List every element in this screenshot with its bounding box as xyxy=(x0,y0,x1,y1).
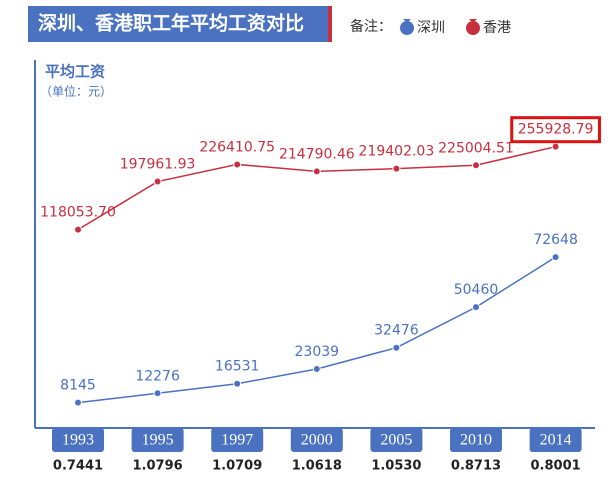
category-tab xyxy=(131,428,184,452)
point xyxy=(74,225,82,234)
value-label: 225004.51 xyxy=(438,140,514,156)
x-tick-label: 1995 xyxy=(142,432,174,449)
value-label: 118053.70 xyxy=(40,205,116,221)
point xyxy=(312,365,321,374)
value-label: 16531 xyxy=(215,359,260,375)
rate-label: 1.0796 xyxy=(133,459,183,474)
point xyxy=(233,160,242,169)
point xyxy=(551,142,560,151)
y-label: 平均工资 xyxy=(45,63,105,81)
value-label: 12276 xyxy=(135,368,180,384)
point xyxy=(472,161,480,170)
x-tick-label: 1993 xyxy=(62,432,94,449)
rate-label: 1.0618 xyxy=(292,459,342,474)
point xyxy=(472,303,480,312)
chart-title: 深圳、香港职工年平均工资对比 xyxy=(38,12,304,35)
value-label: 23039 xyxy=(295,344,340,360)
category-tab xyxy=(450,428,502,452)
y-unit: （单位：元） xyxy=(40,84,112,99)
title-banner xyxy=(28,6,328,42)
rate-label: 0.7441 xyxy=(53,459,103,474)
legend-icon xyxy=(466,21,480,35)
category-tab xyxy=(290,428,343,452)
rate-label: 0.8001 xyxy=(531,459,581,474)
value-label: 50460 xyxy=(454,282,499,298)
point xyxy=(153,177,162,186)
point xyxy=(153,389,162,398)
rate-label: 0.8713 xyxy=(451,459,501,474)
category-tab xyxy=(370,428,423,452)
rate-label: 1.0709 xyxy=(212,459,262,474)
value-label: 8145 xyxy=(60,378,96,394)
category-tab xyxy=(529,428,582,452)
point xyxy=(392,164,401,173)
value-label: 214790.46 xyxy=(279,146,355,162)
legend-icon xyxy=(400,21,414,35)
x-tick-label: 2014 xyxy=(540,432,572,449)
x-tick-label: 1997 xyxy=(221,432,253,449)
rate-label: 1.0530 xyxy=(371,459,421,474)
x-tick-label: 2000 xyxy=(301,432,333,449)
legend-title: 备注： xyxy=(350,18,392,35)
title-accent xyxy=(328,6,332,42)
category-tab xyxy=(211,428,264,452)
legend-label: 香港 xyxy=(483,20,511,36)
point xyxy=(312,167,321,176)
value-label: 226410.75 xyxy=(199,139,275,155)
point xyxy=(551,253,560,262)
x-tick-label: 2005 xyxy=(380,432,412,449)
point xyxy=(74,398,82,407)
legend-icon-top xyxy=(469,19,477,22)
highlight-box xyxy=(510,116,601,144)
category-tab xyxy=(52,428,104,452)
x-tick-label: 2010 xyxy=(460,432,492,449)
value-label: 72648 xyxy=(533,232,578,248)
point xyxy=(233,379,242,388)
legend-icon-top xyxy=(403,19,411,22)
legend-label: 深圳 xyxy=(417,20,445,36)
value-label: 197961.93 xyxy=(120,157,196,173)
value-label: 255928.79 xyxy=(518,122,594,138)
point xyxy=(392,343,401,352)
value-label: 32476 xyxy=(374,323,419,339)
value-label: 219402.03 xyxy=(359,144,435,160)
